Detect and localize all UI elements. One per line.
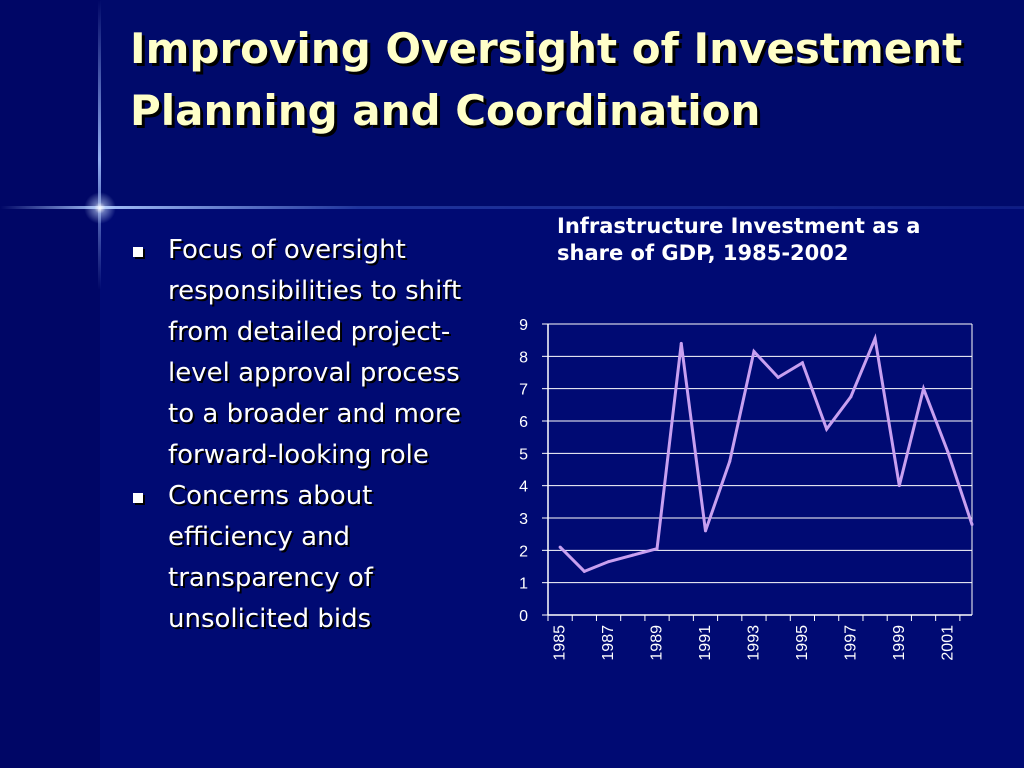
sparkle-icon [84, 192, 116, 224]
x-tick-label: 1995 [794, 625, 811, 661]
y-tick-label: 6 [519, 414, 528, 431]
bullet-item: Concerns about efficiency and transparen… [130, 476, 480, 640]
line-chart: 0 1 2 3 4 5 6 7 8 9 1985 1987 1989 1991 1993 1995 1997 19… [519, 317, 974, 661]
y-tick-label: 4 [519, 479, 528, 496]
y-tick-label: 7 [519, 382, 528, 399]
y-tick-label: 0 [519, 608, 528, 625]
y-tick-label: 9 [519, 317, 528, 334]
data-point [728, 459, 732, 463]
vertical-light-line [98, 0, 101, 290]
bullet-item: Focus of oversight responsibilities to s… [130, 230, 480, 476]
y-tick-label: 3 [519, 511, 528, 528]
data-point [970, 522, 974, 526]
data-point [752, 349, 756, 353]
slide-title: Improving Oversight of Investment Planni… [130, 24, 963, 135]
data-point [655, 547, 659, 551]
x-tick-label: 2001 [939, 625, 956, 661]
data-point [946, 450, 950, 454]
square-bullet-icon [133, 247, 143, 257]
data-point [873, 337, 877, 341]
x-tick-label: 1991 [697, 625, 714, 661]
x-tick-label: 1987 [600, 625, 617, 661]
x-tick-label: 1997 [842, 625, 859, 661]
left-band [0, 0, 100, 768]
y-tick-label: 2 [519, 543, 528, 560]
y-tick-label: 5 [519, 446, 528, 463]
y-tick-label: 8 [519, 349, 528, 366]
horizontal-light-line [0, 206, 1024, 209]
data-point [558, 545, 562, 549]
title-band [100, 0, 1024, 207]
data-point [800, 361, 804, 365]
data-point [631, 553, 635, 557]
data-point [825, 427, 829, 431]
data-point [922, 387, 926, 391]
data-point [849, 395, 853, 399]
x-tick-label: 1999 [891, 625, 908, 661]
data-point [607, 560, 611, 564]
data-point [582, 569, 586, 573]
square-bullet-icon [133, 493, 143, 503]
x-tick-label: 1985 [552, 625, 569, 661]
bullet-list: Focus of oversight responsibilities to s… [130, 230, 480, 640]
data-point [703, 529, 707, 533]
series-line [559, 333, 974, 574]
data-point [679, 341, 683, 345]
x-tick-label: 1993 [745, 625, 762, 661]
y-tick-label: 1 [519, 576, 528, 593]
x-tick-label: 1989 [649, 625, 666, 661]
data-point [776, 375, 780, 379]
bullet-text: Focus of oversight responsibilities to s… [168, 235, 462, 470]
data-point [897, 484, 901, 488]
chart-title: Infrastructure Investment as a share of … [557, 214, 921, 265]
bullet-text: Concerns about efficiency and transparen… [168, 481, 373, 634]
